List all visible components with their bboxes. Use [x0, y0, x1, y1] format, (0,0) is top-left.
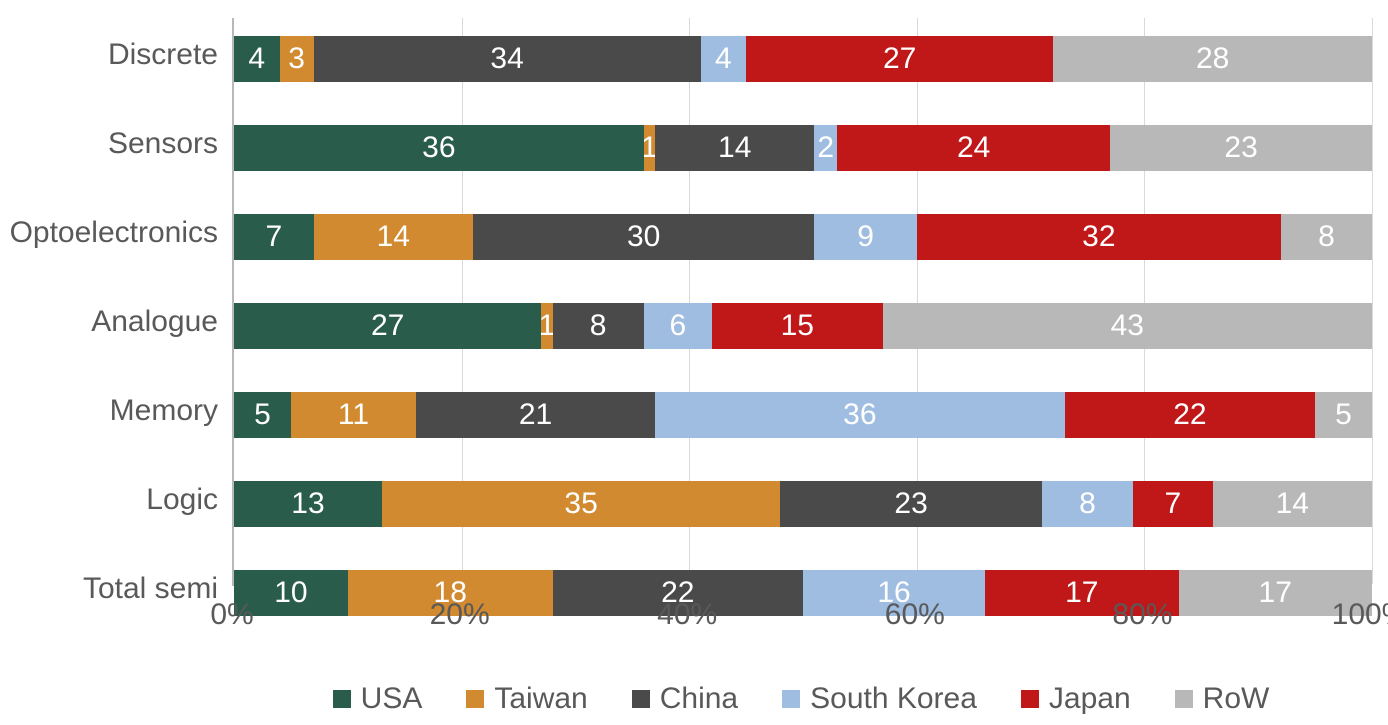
bar-segment: 14 [314, 214, 473, 260]
legend-label: USA [361, 682, 423, 716]
x-tick-label: 80% [1112, 598, 1172, 632]
category-label: Discrete [108, 38, 218, 72]
bar-row: 1335238714 [234, 481, 1372, 527]
bar-segment: 2 [814, 125, 837, 171]
legend-item: USA [333, 682, 423, 716]
bar-row: 714309328 [234, 214, 1372, 260]
category-label: Analogue [91, 305, 218, 339]
legend-label: RoW [1203, 682, 1270, 716]
bar-segment: 23 [780, 481, 1042, 527]
bar-segment: 8 [1042, 481, 1133, 527]
bar-row: 3611422423 [234, 125, 1372, 171]
bar-segment: 13 [234, 481, 382, 527]
bar-segment: 24 [837, 125, 1110, 171]
bar-segment: 27 [234, 303, 541, 349]
legend-item: Japan [1021, 682, 1131, 716]
bar-segment: 14 [655, 125, 814, 171]
legend-swatch [333, 690, 351, 708]
bar-segment: 1 [541, 303, 552, 349]
bar-segment: 7 [234, 214, 314, 260]
bar-segment: 8 [553, 303, 644, 349]
bar-segment: 21 [416, 392, 655, 438]
category-label: Memory [110, 394, 218, 428]
legend-label: China [660, 682, 738, 716]
bar-segment: 15 [712, 303, 883, 349]
legend-swatch [1175, 690, 1193, 708]
legend-swatch [782, 690, 800, 708]
bar-segment: 3 [280, 36, 314, 82]
legend-swatch [632, 690, 650, 708]
x-tick-label: 60% [885, 598, 945, 632]
category-label: Sensors [108, 127, 218, 161]
bar-segment: 34 [314, 36, 701, 82]
x-tick-label: 20% [430, 598, 490, 632]
category-label: Total semi [83, 572, 218, 606]
bar-segment: 30 [473, 214, 814, 260]
legend-label: Japan [1049, 682, 1131, 716]
legend: USA Taiwan China South Korea Japan RoW [232, 682, 1370, 716]
bar-segment: 14 [1213, 481, 1372, 527]
x-tick-label: 40% [657, 598, 717, 632]
legend-label: South Korea [810, 682, 977, 716]
bar-segment: 32 [917, 214, 1281, 260]
bar-segment: 36 [655, 392, 1065, 438]
bar-segment: 7 [1133, 481, 1213, 527]
plot-area: 4334427283611422423714309328271861543511… [232, 18, 1372, 586]
category-label: Optoelectronics [10, 216, 218, 250]
bar-segment: 35 [382, 481, 780, 527]
x-tick-label: 0% [210, 598, 253, 632]
bar-segment: 9 [814, 214, 916, 260]
bar-segment: 36 [234, 125, 644, 171]
legend-label: Taiwan [494, 682, 587, 716]
bar-segment: 27 [746, 36, 1053, 82]
bar-row: 5112136225 [234, 392, 1372, 438]
bar-segment: 4 [234, 36, 280, 82]
bar-segment: 28 [1053, 36, 1372, 82]
legend-item: RoW [1175, 682, 1270, 716]
bar-segment: 5 [234, 392, 291, 438]
legend-item: China [632, 682, 738, 716]
bar-segment: 5 [1315, 392, 1372, 438]
bar-row: 433442728 [234, 36, 1372, 82]
bar-segment: 4 [701, 36, 747, 82]
bar-segment: 23 [1110, 125, 1372, 171]
bar-row: 271861543 [234, 303, 1372, 349]
stacked-bar-chart: 4334427283611422423714309328271861543511… [0, 0, 1388, 725]
bar-segment: 43 [883, 303, 1372, 349]
legend-swatch [1021, 690, 1039, 708]
grid-line [1372, 18, 1373, 584]
legend-item: South Korea [782, 682, 977, 716]
x-tick-label: 100% [1332, 598, 1388, 632]
bar-segment: 1 [644, 125, 655, 171]
bar-segment: 22 [1065, 392, 1315, 438]
category-label: Logic [146, 483, 218, 517]
bar-segment: 6 [644, 303, 712, 349]
bar-row: 101822161717 [234, 570, 1372, 616]
bar-segment: 11 [291, 392, 416, 438]
bar-segment: 8 [1281, 214, 1372, 260]
legend-item: Taiwan [466, 682, 587, 716]
legend-swatch [466, 690, 484, 708]
